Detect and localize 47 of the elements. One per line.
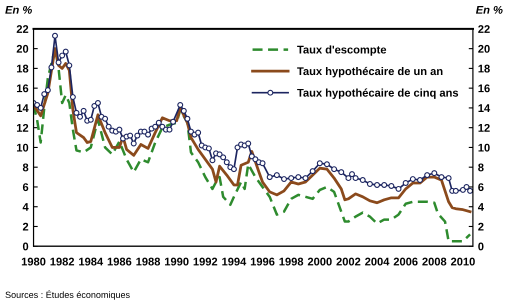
y-tick-label: 12 [17, 124, 28, 132]
x-tick-label: 2010 [450, 258, 475, 266]
x-tick-label: 1980 [22, 258, 46, 266]
y-tick-label: 16 [17, 84, 28, 92]
y2-tick-label: 14 [478, 104, 490, 112]
x-tick-label: 1992 [194, 258, 218, 266]
y2-tick-label: 12 [478, 124, 490, 132]
y2-tick-label: 18 [478, 64, 490, 73]
y-tick-label: 0 [22, 242, 28, 250]
y2-tick-label: 16 [478, 84, 490, 92]
y2-tick-label: 8 [478, 163, 484, 172]
x-tick-label: 1982 [50, 258, 74, 266]
y-tick-label: 20 [16, 44, 28, 53]
legend-label: Taux hypothécaire de cinq ans [297, 88, 458, 99]
y-tick-label: 2 [22, 222, 28, 231]
y-tick-label: 6 [22, 183, 28, 192]
x-tick-label: 2002 [336, 258, 360, 266]
x-tick-label: 2006 [394, 258, 418, 266]
y2-tick-label: 4 [478, 203, 484, 211]
x-tick-label: 1986 [108, 258, 132, 266]
x-tick-label: 1990 [165, 258, 189, 266]
y2-tick-label: 2 [478, 222, 484, 231]
y2-tick-label: 22 [478, 25, 490, 33]
y-axis-title: En % [5, 6, 32, 14]
x-tick-label: 2000 [308, 258, 332, 266]
x-tick-label: 1988 [136, 258, 160, 266]
legend-label: Taux d'escompte [297, 45, 386, 56]
y2-tick-label: 0 [478, 242, 484, 250]
y-tick-label: 8 [22, 163, 28, 172]
y2-tick-label: 20 [478, 44, 490, 53]
y2-tick-label: 6 [478, 183, 484, 192]
y-tick-label: 14 [17, 104, 29, 112]
y-tick-label: 10 [17, 144, 28, 152]
x-tick-label: 1994 [222, 258, 246, 266]
legend-label: Taux hypothécaire de un an [297, 66, 442, 78]
x-tick-label: 1996 [250, 258, 274, 266]
x-tick-label: 2004 [365, 258, 390, 266]
x-tick-label: 1998 [280, 258, 304, 266]
y-tick-label: 18 [17, 64, 28, 73]
y2-tick-label: 10 [478, 144, 490, 152]
y2-axis-title: En % [476, 6, 503, 14]
y-tick-label: 4 [22, 203, 29, 211]
x-tick-label: 1984 [79, 258, 104, 266]
y-tick-label: 22 [16, 25, 28, 33]
x-tick-label: 2008 [422, 258, 446, 266]
source-note: Sources : Études économiques [5, 290, 130, 300]
line-series [34, 47, 472, 214]
